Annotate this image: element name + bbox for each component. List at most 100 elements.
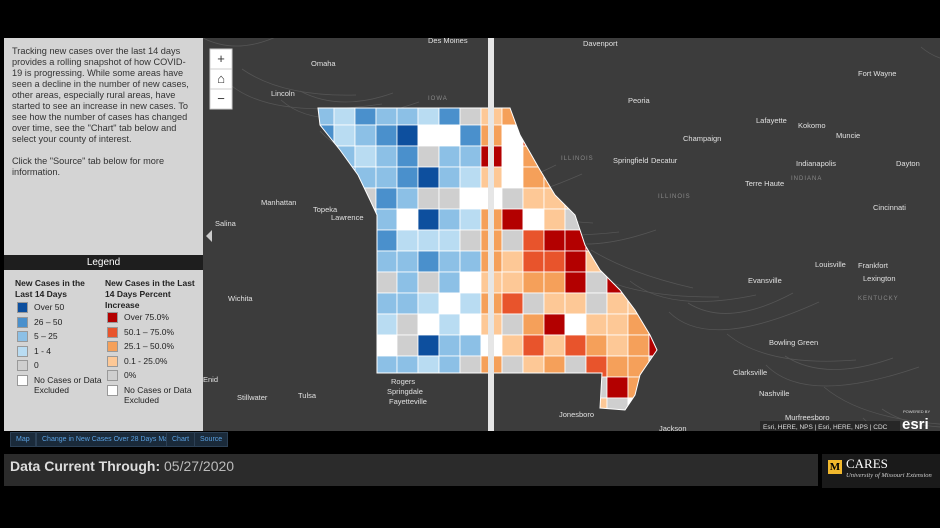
city-label: Manhattan — [261, 198, 296, 207]
county — [396, 124, 419, 147]
road — [920, 46, 940, 59]
county — [396, 187, 419, 210]
county — [396, 292, 419, 315]
county — [459, 124, 482, 147]
swipe-divider[interactable] — [488, 38, 494, 431]
date-value: 05/27/2020 — [164, 458, 235, 474]
county — [438, 292, 461, 315]
county — [543, 250, 566, 273]
county — [585, 292, 608, 315]
logo-icon: M — [828, 460, 842, 474]
county — [522, 208, 545, 231]
city-label: Muncie — [836, 131, 860, 140]
intro-text: Tracking new cases over the last 14 days… — [12, 46, 189, 144]
tab[interactable]: Change in New Cases Over 28 Days Map — [36, 432, 178, 447]
county — [417, 145, 440, 168]
logo-subtitle: University of Missouri Extension — [846, 472, 932, 479]
legend-header: Legend — [4, 255, 203, 270]
city-label: Champaign — [683, 134, 721, 143]
esri-logo: esri — [902, 416, 929, 431]
county — [375, 334, 398, 357]
county — [417, 250, 440, 273]
county — [375, 271, 398, 294]
legend-swatch — [17, 345, 28, 357]
intro-text: Click the "Source" tab below for more in… — [12, 156, 165, 177]
county — [438, 124, 461, 147]
city-label: Topeka — [313, 205, 338, 214]
legend-label: 0 — [34, 360, 39, 370]
county — [501, 229, 524, 252]
legend-label: No Cases or Data Excluded — [34, 374, 102, 395]
road — [668, 301, 820, 331]
county — [606, 355, 629, 378]
county — [417, 334, 440, 357]
city-label: Salina — [215, 219, 237, 228]
legend-swatch — [107, 326, 118, 338]
city-label: Wichita — [228, 294, 253, 303]
county — [354, 124, 377, 147]
city-label: Nashville — [759, 389, 789, 398]
zoom-button[interactable] — [209, 88, 233, 110]
state-outline — [317, 107, 658, 411]
region-label: ILLINOIS — [561, 156, 594, 162]
county — [522, 250, 545, 273]
county — [375, 166, 398, 189]
legend-swatch — [17, 360, 28, 371]
county — [564, 292, 587, 315]
county — [375, 229, 398, 252]
road — [590, 249, 694, 289]
county — [459, 208, 482, 231]
county — [417, 313, 440, 336]
city-label: Rogers — [391, 377, 415, 386]
county — [522, 187, 545, 210]
county — [459, 187, 482, 210]
collapse-arrow[interactable] — [206, 230, 212, 242]
city-label: Terre Haute — [745, 179, 784, 188]
county — [396, 208, 419, 231]
tab[interactable]: Source — [194, 432, 229, 447]
tab[interactable]: Chart — [166, 432, 196, 447]
county — [438, 187, 461, 210]
road — [823, 386, 940, 425]
county — [417, 208, 440, 231]
legend-label: 5 – 25 — [34, 331, 58, 341]
logo-title: CARES — [846, 456, 888, 471]
county — [333, 124, 356, 147]
road — [765, 364, 920, 387]
zoom-icon: ⌂ — [217, 71, 225, 86]
county — [648, 334, 657, 357]
legend-swatch — [107, 355, 118, 367]
city-label: Jonesboro — [559, 410, 594, 419]
attribution-bg — [760, 421, 900, 431]
county — [459, 166, 482, 189]
legend-label: No Cases or Data Excluded — [124, 384, 192, 405]
date-label: Data Current Through: — [10, 458, 161, 474]
city-label: Frankfort — [858, 261, 889, 270]
legend: New Cases in the Last 14 Days New Cases … — [4, 270, 203, 431]
county — [585, 334, 608, 357]
city-label: Bowling Green — [769, 338, 818, 347]
county — [396, 229, 419, 252]
status-bar: Data Current Through: 05/27/2020 — [4, 454, 818, 486]
county — [564, 271, 587, 294]
legend-swatch — [107, 384, 118, 396]
map: + ⌂ − Des Moines Davenport Omaha Lincoln Peoria… — [203, 38, 940, 431]
city-label: Enid — [203, 375, 218, 384]
city-label: Jackson — [659, 424, 687, 431]
county — [543, 271, 566, 294]
legend-label: 0% — [124, 370, 137, 380]
legend-label: 25.1 – 50.0% — [124, 341, 175, 351]
city-label: Springdale — [387, 387, 423, 396]
city-label: Omaha — [311, 59, 336, 68]
county — [501, 271, 524, 294]
logo: M CARES University of Missouri Extension — [822, 454, 940, 488]
legend-swatch — [107, 312, 118, 323]
tab[interactable]: Map — [10, 432, 36, 447]
legend-label: Over 50 — [34, 302, 65, 312]
zoom-icon: − — [217, 91, 225, 106]
county — [459, 334, 482, 357]
county — [543, 208, 566, 231]
county — [375, 124, 398, 147]
city-label: Lincoln — [271, 89, 295, 98]
legend-label: 26 – 50 — [34, 316, 63, 327]
